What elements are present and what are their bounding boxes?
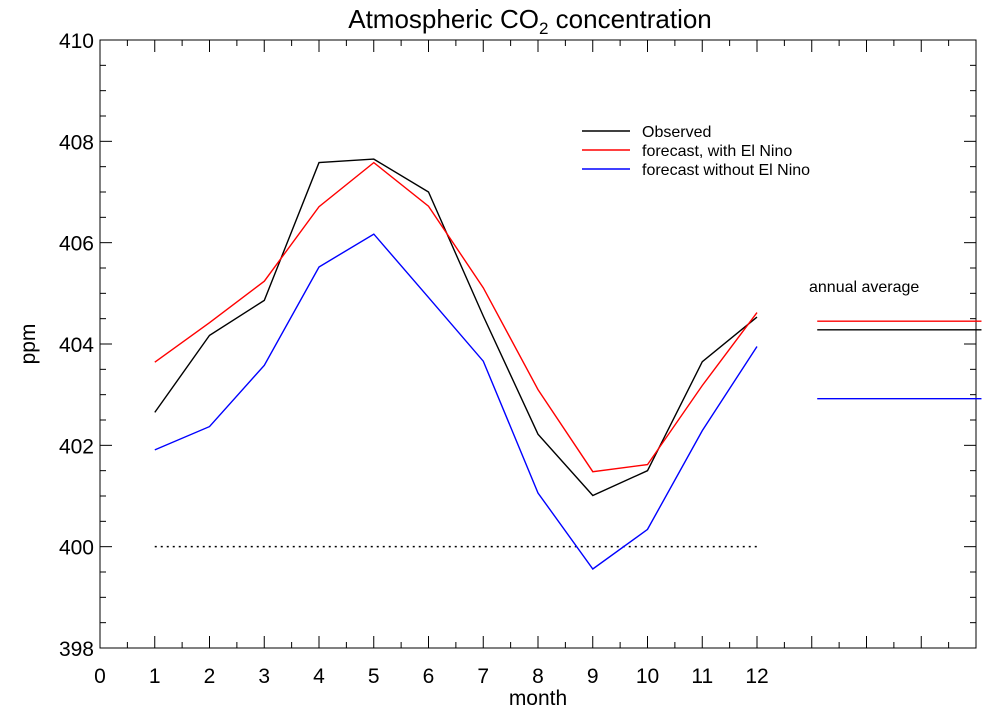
x-axis-label: month: [509, 687, 567, 710]
series-line-forecast-with-el-nino: [154, 161, 758, 473]
x-tick-label: 7: [477, 665, 489, 688]
x-tick-label: 2: [204, 665, 216, 688]
series-layer: [154, 158, 758, 570]
y-tick-label: 398: [59, 638, 94, 661]
legend-label-forecast-with-el-nino: forecast, with El Nino: [642, 143, 792, 160]
x-tick-label: 5: [368, 665, 380, 688]
series-line-observed: [154, 158, 758, 497]
legend: Observed forecast, with El Nino forecast w…: [582, 124, 810, 179]
x-tick-label: 10: [636, 665, 659, 688]
chart-title-suffix: concentration: [548, 4, 711, 34]
x-tick-label: 3: [258, 665, 270, 688]
chart-title-main: Atmospheric CO: [348, 4, 539, 34]
y-tick-label: 400: [59, 537, 94, 560]
chart-title: Atmospheric CO2 concentration: [348, 4, 712, 38]
annual-average-lines: [817, 320, 982, 400]
x-tick-label: 4: [313, 665, 325, 688]
chart-title-subscript: 2: [539, 19, 548, 38]
x-tick-label: 12: [745, 665, 768, 688]
y-tick-label: 406: [59, 233, 94, 256]
axis-ticks: [99, 39, 977, 649]
x-tick-label: 0: [94, 665, 106, 688]
annual-average-label: annual average: [809, 279, 919, 296]
legend-label-observed: Observed: [642, 124, 711, 141]
legend-label-forecast-without-el-nino: forecast without El Nino: [642, 162, 810, 179]
x-tick-label: 8: [532, 665, 544, 688]
x-tick-label: 11: [691, 665, 713, 688]
y-tick-label: 408: [59, 131, 94, 154]
y-tick-label: 402: [59, 435, 94, 458]
x-tick-label: 6: [423, 665, 435, 688]
x-tick-label: 9: [587, 665, 599, 688]
x-tick-label: 1: [149, 665, 161, 688]
series-line-forecast-without-el-nino: [154, 233, 758, 570]
y-tick-label: 410: [59, 30, 94, 53]
plot-frame: [99, 39, 977, 649]
y-axis-label: ppm: [17, 324, 40, 365]
y-tick-label: 404: [59, 334, 94, 357]
